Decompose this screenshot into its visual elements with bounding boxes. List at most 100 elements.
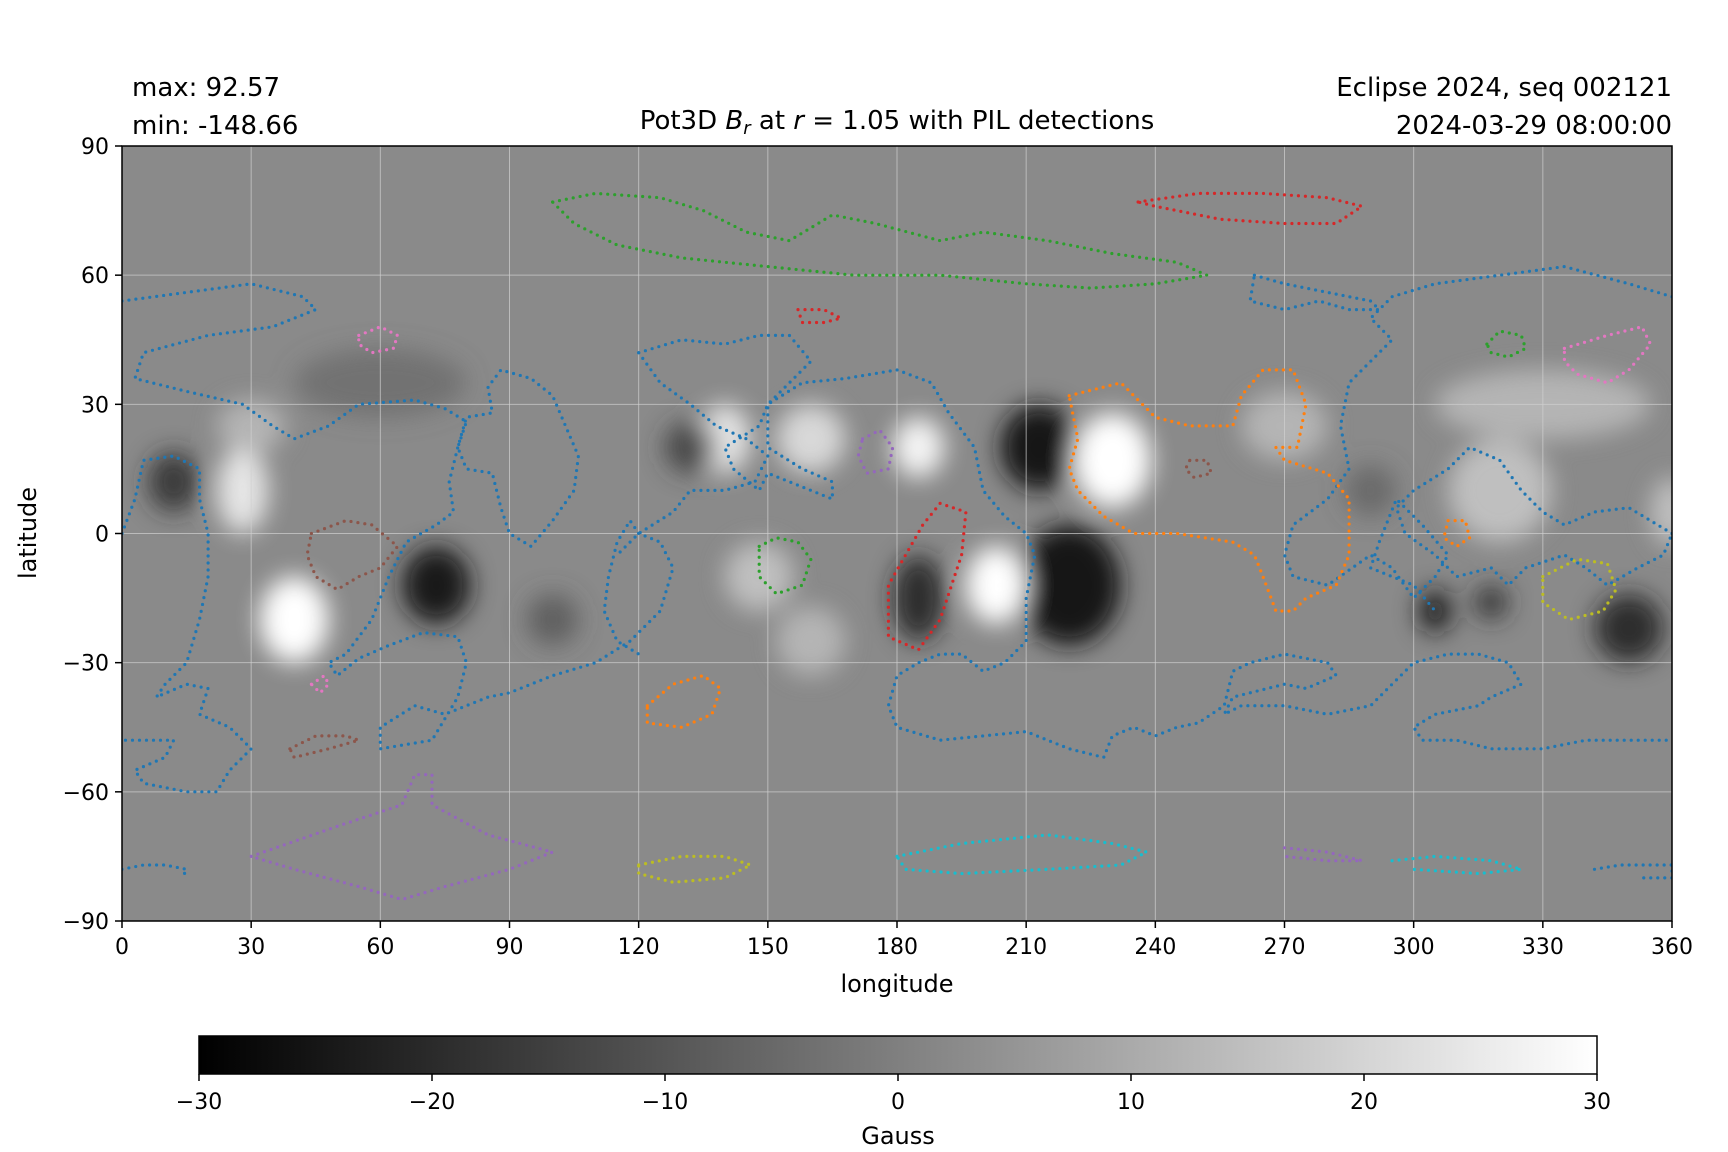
y-tick-label: 0	[95, 523, 109, 548]
x-tick-label: 120	[618, 935, 660, 960]
field-blob	[1448, 438, 1552, 543]
y-axis: −90 −60 −30 0 30 60 90	[63, 135, 122, 935]
pil-contour	[856, 428, 895, 475]
pil-contour	[288, 734, 361, 759]
field-blob	[1000, 404, 1078, 491]
pil-contour	[122, 863, 189, 880]
info-line-1: Eclipse 2024, seq 002121	[1336, 73, 1672, 103]
pil-contour	[886, 501, 968, 652]
field-blob	[1344, 464, 1397, 517]
x-tick-label: 30	[237, 935, 265, 960]
pil-contour	[796, 308, 843, 325]
colorbar-tick-label: 30	[1583, 1090, 1611, 1115]
pil-contour	[1248, 273, 1381, 312]
field-blob	[892, 417, 945, 478]
pil-contour	[637, 854, 753, 884]
colorbar	[198, 1035, 1598, 1075]
colorbar-tick-label: 10	[1117, 1090, 1145, 1115]
x-tick-label: 0	[115, 935, 129, 960]
field-blob	[1017, 524, 1121, 646]
pil-contour	[309, 674, 331, 695]
y-tick-label: −60	[63, 781, 109, 806]
info-line-2: 2024-03-29 08:00:00	[1396, 111, 1672, 141]
pil-contour	[1592, 863, 1672, 880]
x-tick-label: 270	[1264, 935, 1306, 960]
x-axis: 0 30 60 90 120 150 180 210 240 270 300 330 360	[115, 921, 1693, 960]
pil-contour	[1067, 368, 1351, 613]
field-blob	[724, 542, 794, 611]
pil-contour	[1282, 846, 1364, 863]
pil-contour	[122, 454, 253, 794]
pil-contour	[1183, 458, 1213, 480]
pil-contour	[305, 519, 400, 592]
y-axis-label: latitude	[14, 487, 42, 579]
pil-contour	[1485, 329, 1528, 359]
x-tick-label: 300	[1393, 935, 1435, 960]
pil-contour	[551, 191, 1209, 290]
pil-contour	[757, 536, 813, 596]
pil-contour	[1394, 445, 1672, 587]
pil-contour	[615, 351, 770, 557]
y-tick-label: 90	[81, 135, 109, 160]
title-end: = 1.05 with PIL detections	[804, 106, 1154, 136]
colorbar-label: Gauss	[861, 1122, 935, 1150]
field-blob	[1073, 412, 1152, 508]
x-tick-label: 210	[1005, 935, 1047, 960]
field-blob	[1473, 585, 1509, 620]
pil-contours	[122, 191, 1672, 902]
pil-contour	[1390, 854, 1523, 876]
title-sub: r	[743, 118, 752, 139]
field-blob	[664, 421, 717, 474]
pil-contour	[1442, 519, 1472, 548]
max-label: max: 92.57	[132, 73, 280, 103]
field-blob	[216, 447, 269, 534]
field-blob	[965, 546, 1027, 624]
title-r: r	[793, 106, 806, 136]
x-tick-label: 180	[876, 935, 918, 960]
field-blobs	[147, 348, 1672, 676]
pil-contour	[645, 674, 723, 729]
y-tick-label: 30	[81, 393, 109, 418]
min-label: min: -148.66	[132, 111, 298, 141]
chart-title: Pot3D Br at r = 1.05 with PIL detections	[640, 106, 1155, 139]
pil-contour	[357, 325, 400, 355]
x-tick-label: 90	[496, 935, 524, 960]
colorbar-tick-label: −10	[642, 1090, 688, 1115]
y-tick-label: −30	[63, 652, 109, 677]
field-blob	[1417, 589, 1453, 633]
field-blob	[1594, 593, 1664, 663]
pil-contour	[1136, 191, 1364, 226]
x-tick-label: 330	[1522, 935, 1564, 960]
map-area	[122, 146, 1672, 921]
field-blob	[776, 404, 846, 474]
field-blob	[776, 606, 846, 676]
colorbar-tick-label: −30	[176, 1090, 222, 1115]
pil-contour	[122, 282, 675, 751]
x-tick-label: 150	[747, 935, 789, 960]
x-axis-label: longitude	[840, 970, 953, 998]
field-blob	[147, 451, 200, 512]
x-tick-label: 60	[366, 935, 394, 960]
colorbar-ticks: −30 −20 −10 0 10 20 30	[176, 1074, 1611, 1115]
field-blob	[526, 593, 579, 646]
colorbar-tick-label: 0	[891, 1090, 905, 1115]
title-main: Pot3D	[640, 106, 726, 136]
field-blob	[892, 555, 945, 642]
pil-contour	[249, 773, 555, 902]
x-tick-label: 360	[1651, 935, 1693, 960]
colorbar-tick-label: −20	[409, 1090, 455, 1115]
y-tick-label: −90	[63, 910, 109, 935]
title-mid: at	[751, 106, 794, 136]
pil-contour	[1282, 265, 1672, 613]
pil-contour	[1541, 557, 1618, 622]
grid	[122, 146, 1672, 921]
x-tick-label: 240	[1134, 935, 1176, 960]
field-blob	[259, 576, 329, 663]
pil-contour	[895, 833, 1149, 876]
title-var: B	[725, 106, 743, 136]
pil-contour	[1562, 325, 1653, 385]
field-blob	[401, 546, 471, 624]
y-tick-label: 60	[81, 264, 109, 289]
pil-contour	[637, 333, 1672, 759]
colorbar-tick-label: 20	[1350, 1090, 1378, 1115]
